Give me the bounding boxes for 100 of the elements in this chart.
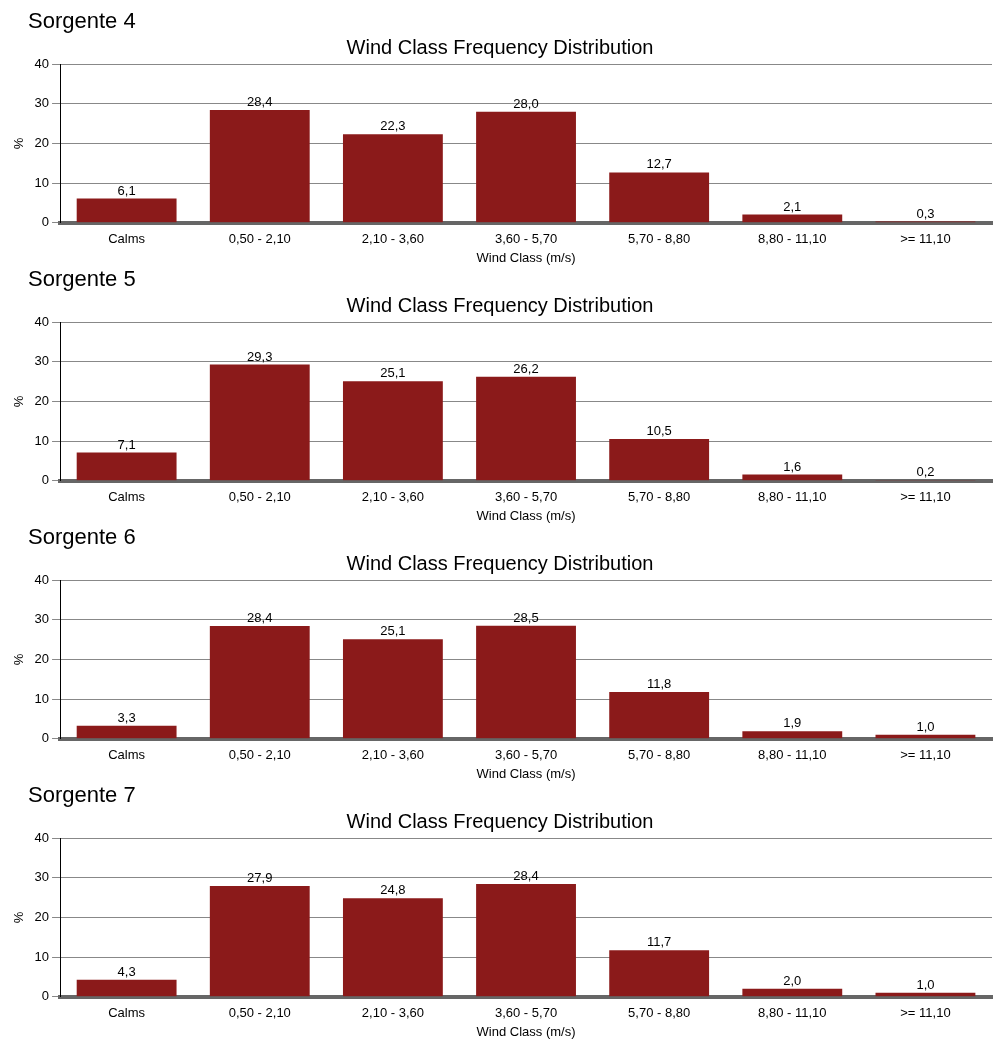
- bar: [609, 172, 710, 223]
- data-label: 11,7: [646, 934, 672, 950]
- y-tick-label: 0: [41, 988, 50, 1004]
- bar: [342, 639, 443, 739]
- y-tick-label: 30: [34, 869, 50, 885]
- x-tick-label: 0,50 - 2,10: [228, 231, 291, 247]
- data-label: 28,4: [513, 868, 539, 884]
- y-axis-title: %: [11, 395, 27, 408]
- data-label: 0,3: [916, 205, 935, 221]
- chart-title: Wind Class Frequency Distribution: [346, 35, 654, 58]
- x-axis-title: Wind Class (m/s): [476, 507, 576, 523]
- data-label: 27,9: [247, 870, 273, 886]
- x-tick-label: 0,50 - 2,10: [228, 747, 291, 763]
- x-tick-label: 8,80 - 11,10: [758, 1005, 827, 1021]
- data-label: 1,6: [783, 458, 802, 474]
- bar: [76, 198, 177, 223]
- y-tick-label: 30: [34, 353, 50, 369]
- x-tick-label: >= 11,10: [900, 1005, 951, 1021]
- data-label: 28,0: [513, 95, 539, 111]
- x-tick-label: 5,70 - 8,80: [628, 489, 691, 505]
- bar: [742, 731, 843, 739]
- data-label: 29,3: [247, 348, 273, 364]
- bar: [76, 452, 177, 481]
- y-tick-label: 0: [41, 730, 50, 746]
- y-tick-label: 10: [34, 432, 50, 448]
- chart-title: Wind Class Frequency Distribution: [346, 293, 654, 316]
- bar: [742, 214, 843, 223]
- data-label: 28,4: [247, 94, 273, 110]
- y-tick-label: 30: [34, 95, 50, 111]
- bar: [609, 439, 710, 481]
- data-label: 6,1: [117, 182, 136, 198]
- y-tick-label: 40: [34, 829, 50, 845]
- chart-title: Wind Class Frequency Distribution: [346, 551, 654, 574]
- data-label: 11,8: [646, 676, 672, 692]
- bar: [742, 988, 843, 997]
- x-axis-title: Wind Class (m/s): [476, 249, 576, 265]
- x-tick-label: 5,70 - 8,80: [628, 747, 691, 763]
- data-label: 7,1: [117, 436, 136, 452]
- data-label: 25,1: [380, 623, 406, 639]
- x-tick-label: Calms: [108, 489, 146, 505]
- bar: [209, 110, 310, 223]
- y-tick-label: 20: [34, 650, 50, 666]
- data-label: 26,2: [513, 360, 539, 376]
- bar: [476, 111, 576, 223]
- bar: [342, 381, 443, 481]
- bar: [76, 979, 177, 997]
- bar: [476, 376, 576, 481]
- x-tick-label: 0,50 - 2,10: [228, 1005, 291, 1021]
- text: Sorgente 7: [28, 782, 136, 808]
- text: Sorgente 4: [28, 8, 136, 34]
- y-tick-label: 40: [34, 55, 50, 71]
- x-tick-label: 0,50 - 2,10: [228, 489, 291, 505]
- x-tick-label: >= 11,10: [900, 489, 951, 505]
- data-label: 10,5: [646, 423, 672, 439]
- y-tick-label: 30: [34, 611, 50, 627]
- x-tick-label: 3,60 - 5,70: [494, 1005, 558, 1021]
- text: Sorgente 5: [28, 266, 136, 292]
- x-tick-label: 8,80 - 11,10: [758, 231, 827, 247]
- bar: [209, 626, 310, 739]
- bar: [342, 898, 443, 997]
- bar: [209, 364, 310, 481]
- x-tick-label: 3,60 - 5,70: [494, 231, 558, 247]
- y-tick-label: 20: [34, 908, 50, 924]
- data-label: 2,1: [783, 198, 802, 214]
- y-tick-label: 40: [34, 313, 50, 329]
- x-tick-label: >= 11,10: [900, 747, 951, 763]
- y-tick-label: 40: [34, 571, 50, 587]
- x-tick-label: 5,70 - 8,80: [628, 231, 691, 247]
- x-tick-label: 2,10 - 3,60: [361, 231, 424, 247]
- chart-title: Wind Class Frequency Distribution: [346, 809, 654, 832]
- x-tick-label: 3,60 - 5,70: [494, 489, 558, 505]
- data-label: 1,9: [783, 715, 802, 731]
- y-tick-label: 20: [34, 134, 50, 150]
- bar: [342, 134, 443, 223]
- text: Sorgente 6: [28, 524, 136, 550]
- y-tick-label: 20: [34, 392, 50, 408]
- bar: [476, 625, 576, 739]
- data-label: 12,7: [646, 156, 672, 172]
- x-tick-label: >= 11,10: [900, 231, 951, 247]
- bar: [209, 886, 310, 997]
- x-tick-label: 2,10 - 3,60: [361, 747, 424, 763]
- x-tick-label: Calms: [108, 231, 146, 247]
- data-label: 25,1: [380, 365, 406, 381]
- y-tick-label: 0: [41, 472, 50, 488]
- data-label: 28,4: [247, 610, 273, 626]
- data-label: 24,8: [380, 882, 406, 898]
- bar: [476, 884, 576, 997]
- bar: [609, 691, 710, 739]
- x-tick-label: 8,80 - 11,10: [758, 489, 827, 505]
- x-axis-title: Wind Class (m/s): [476, 1023, 576, 1039]
- y-axis-title: %: [11, 653, 27, 666]
- x-tick-label: 2,10 - 3,60: [361, 489, 424, 505]
- data-label: 2,0: [783, 972, 802, 988]
- y-tick-label: 10: [34, 690, 50, 706]
- x-tick-label: 3,60 - 5,70: [494, 747, 558, 763]
- y-axis-title: %: [11, 137, 27, 150]
- data-label: 0,2: [916, 464, 935, 480]
- data-label: 4,3: [117, 963, 136, 979]
- y-tick-label: 0: [41, 214, 50, 230]
- bar: [76, 725, 177, 739]
